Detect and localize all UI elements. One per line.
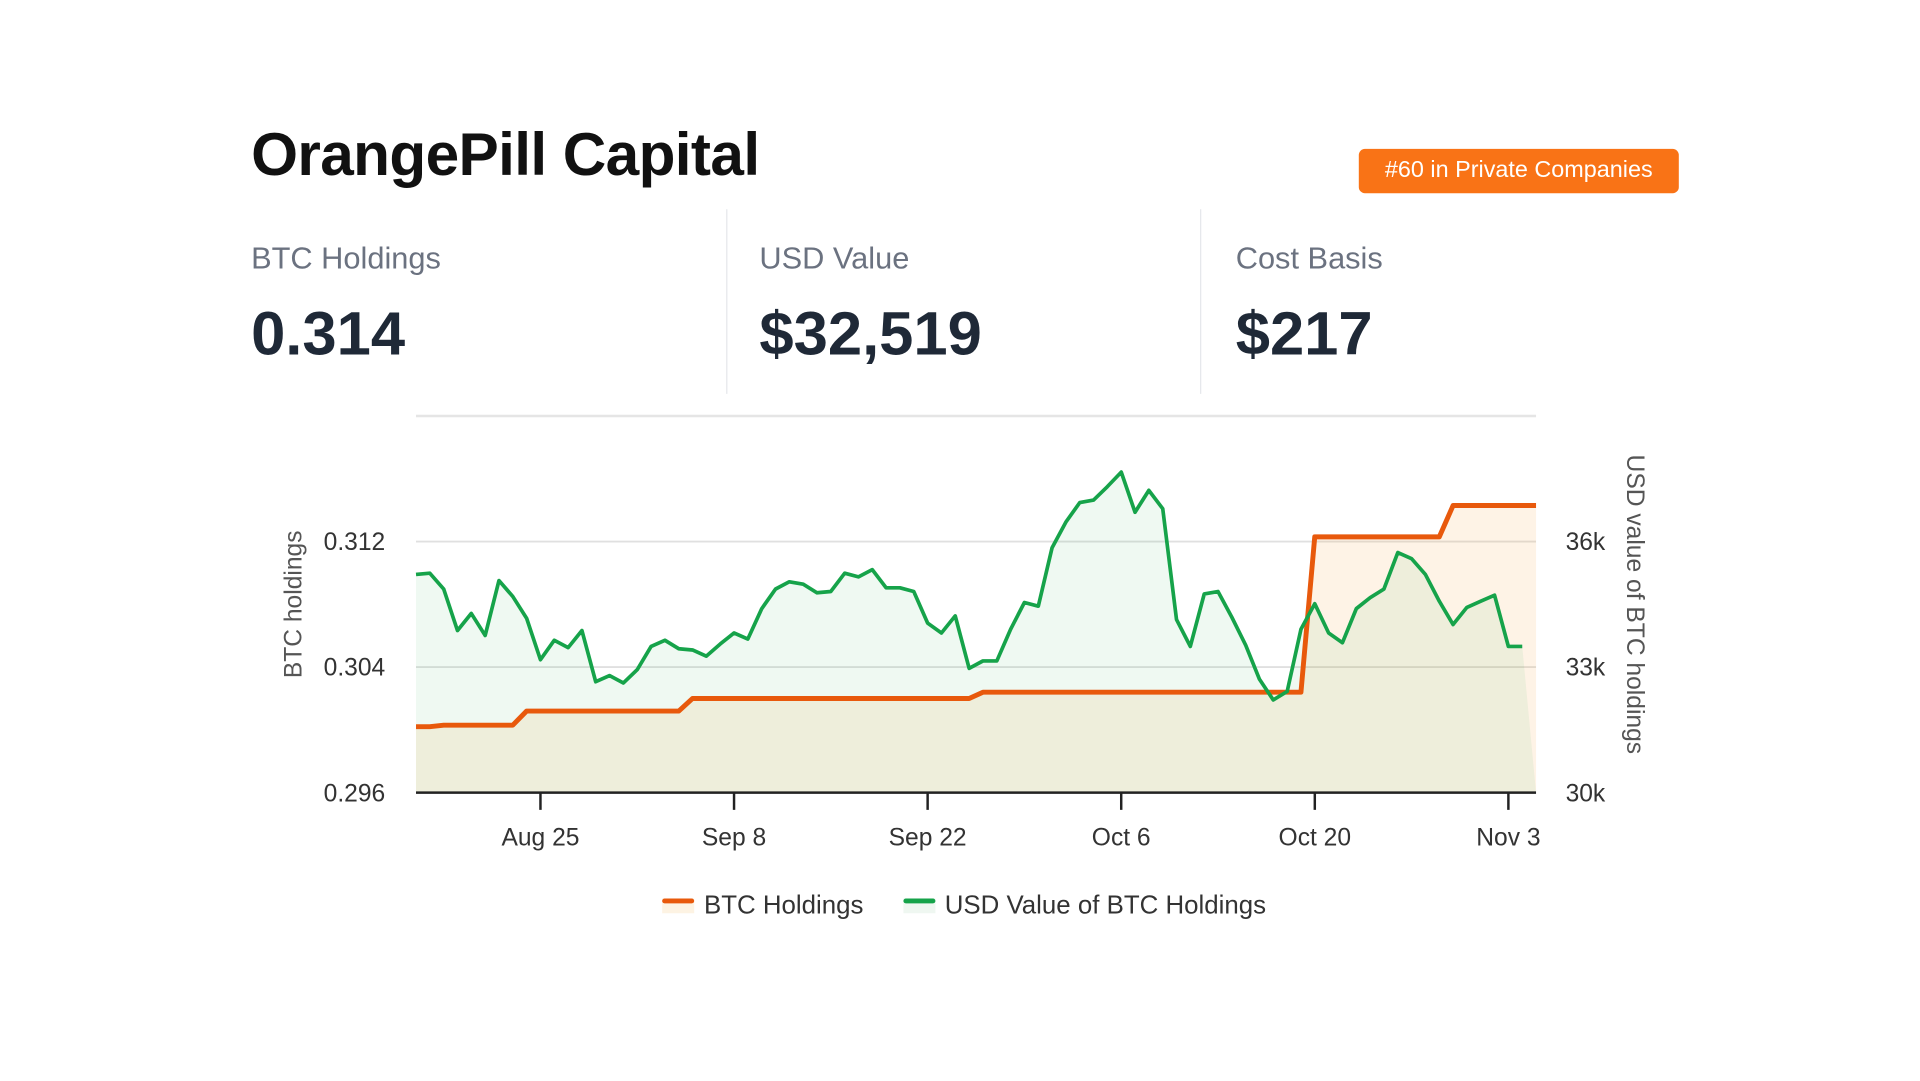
stat-label: Cost Basis [1235, 241, 1383, 276]
divider [726, 209, 728, 394]
divider [1200, 209, 1202, 394]
left-axis-title: BTC holdings [281, 530, 308, 678]
series-line-btc[interactable] [416, 503, 1537, 730]
series-line-usd[interactable] [415, 470, 1523, 702]
series-area-usd [416, 472, 1537, 793]
page-title: OrangePill Capital [251, 121, 760, 189]
legend-label: BTC Holdings [704, 891, 864, 920]
right-axis-tick-label: 36k [1566, 529, 1606, 556]
x-axis-tick-label: Aug 25 [501, 825, 579, 852]
legend-item-usd[interactable]: USD Value of BTC Holdings [902, 891, 1267, 921]
x-axis-tick-label: Sep 22 [889, 825, 967, 852]
x-axis-tick-label: Nov 3 [1476, 825, 1540, 852]
legend-item-btc[interactable]: BTC Holdings [662, 891, 863, 921]
rank-badge[interactable]: #60 in Private Companies [1358, 148, 1679, 194]
legend-swatch-usd [902, 898, 935, 914]
right-axis-tick-label: 33k [1566, 655, 1606, 682]
legend-swatch-btc [662, 898, 695, 914]
stat-value: $217 [1235, 299, 1373, 369]
right-axis-tick-label: 30k [1566, 780, 1606, 807]
left-axis-tick-label: 0.304 [324, 655, 386, 682]
right-axis-title: USD value of BTC holdings [1621, 455, 1648, 755]
stat-label: BTC Holdings [251, 241, 441, 276]
legend-label: USD Value of BTC Holdings [944, 891, 1267, 920]
left-axis-tick-label: 0.312 [324, 529, 386, 556]
stat-value: 0.314 [251, 299, 406, 369]
x-axis-tick-label: Sep 8 [702, 825, 766, 852]
x-axis-tick-label: Oct 6 [1092, 825, 1151, 852]
left-axis-tick-label: 0.296 [324, 780, 386, 807]
stat-label: USD Value [759, 241, 910, 276]
chart-legend: BTC Holdings USD Value of BTC Holdings [662, 891, 1266, 921]
series-area-btc [416, 505, 1537, 793]
stat-value: $32,519 [759, 299, 982, 369]
x-axis-tick-label: Oct 20 [1279, 825, 1352, 852]
